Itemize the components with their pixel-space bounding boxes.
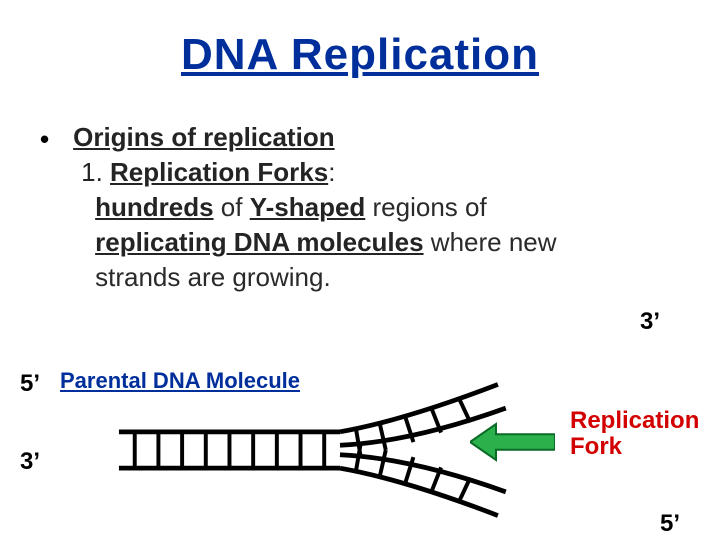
line1-prefix: 1. [81,157,110,187]
fork-arrow [470,422,555,467]
arrow-icon [470,422,555,462]
line2-bold2: Y-shaped [250,192,366,222]
sub-block: 1. Replication Forks: hundreds of Y-shap… [81,155,556,295]
line3: replicating DNA molecules where new [95,225,556,260]
bullet-row: • Origins of replication 1. Replication … [90,120,650,295]
line3-bold: replicating DNA molecules [95,227,423,257]
body-text: • Origins of replication 1. Replication … [90,120,650,295]
label-3prime-left: 3’ [20,448,40,476]
line2-plain1: of [214,192,250,222]
line2-bold1: hundreds [95,192,213,222]
label-5prime-bottom-right: 5’ [660,510,680,538]
bullet-dot: • [40,122,49,157]
line1: 1. Replication Forks: [81,155,556,190]
label-5prime-left: 5’ [20,370,40,398]
bullet-heading: Origins of replication [73,120,556,155]
bullet-content: Origins of replication 1. Replication Fo… [73,120,556,295]
replication-fork-label: ReplicationFork [570,408,699,461]
line1-bold: Replication Forks [110,157,328,187]
slide-title: DNA Replication [0,30,720,80]
line1-suffix: : [328,157,335,187]
line2-plain2: regions of [365,192,486,222]
line2: hundreds of Y-shaped regions of [95,190,556,225]
line4: strands are growing. [95,260,556,295]
label-3prime-top-right: 3’ [640,308,660,336]
line3-plain: where new [424,227,557,257]
